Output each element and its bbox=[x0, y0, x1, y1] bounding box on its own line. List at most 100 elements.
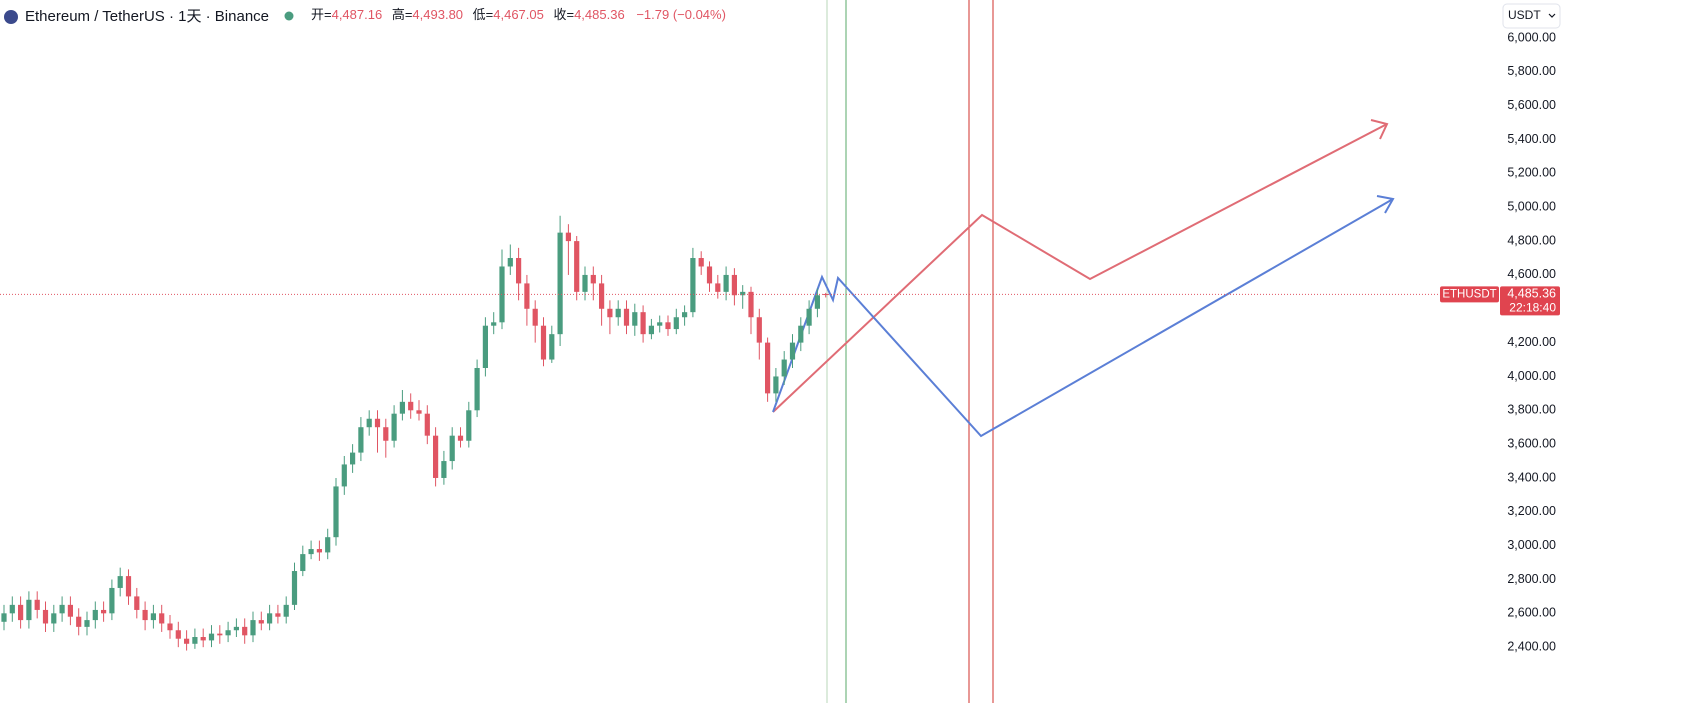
chevron bbox=[1548, 13, 1556, 18]
y-tick-label: 3,800.00 bbox=[1507, 403, 1556, 417]
candle-body bbox=[358, 427, 364, 453]
candle-body bbox=[682, 312, 688, 318]
ohlc-header: 开=4,487.16 高=4,493.80 低=4,467.05 收=4,485… bbox=[311, 7, 726, 22]
candle-body bbox=[441, 461, 447, 478]
y-tick-label: 5,600.00 bbox=[1507, 98, 1556, 112]
candle-body bbox=[466, 410, 472, 441]
candle-body bbox=[607, 308, 613, 318]
candle-body bbox=[740, 291, 746, 296]
candle-body bbox=[1, 613, 7, 622]
candle-body bbox=[599, 283, 605, 309]
y-tick-label: 3,200.00 bbox=[1507, 504, 1556, 518]
candle-body bbox=[225, 630, 231, 636]
candle-body bbox=[67, 604, 73, 617]
candle-body bbox=[449, 435, 455, 462]
candle-body bbox=[507, 258, 513, 267]
arrow-head bbox=[1376, 195, 1395, 214]
y-tick-label: 4,200.00 bbox=[1507, 335, 1556, 349]
candle-body bbox=[350, 452, 356, 465]
price-tag bbox=[1500, 286, 1560, 316]
candle-body bbox=[491, 322, 497, 326]
y-tick-label: 3,400.00 bbox=[1507, 470, 1556, 484]
y-tick-label: 3,000.00 bbox=[1507, 538, 1556, 552]
candle-body bbox=[300, 554, 306, 572]
candle-body bbox=[424, 413, 430, 436]
candle-body bbox=[574, 241, 580, 292]
status-dot bbox=[284, 11, 294, 21]
candle-body bbox=[590, 274, 596, 284]
candle-body bbox=[333, 486, 339, 538]
y-tick-label: 3,600.00 bbox=[1507, 436, 1556, 450]
y-tick-label: 4,800.00 bbox=[1507, 233, 1556, 247]
candle-body bbox=[673, 317, 679, 330]
candle-body bbox=[582, 274, 588, 292]
candle-body bbox=[109, 587, 115, 614]
candle-body bbox=[557, 232, 563, 335]
candle-body bbox=[457, 435, 464, 441]
y-tick-label: 5,000.00 bbox=[1507, 200, 1556, 214]
arrow-head bbox=[1370, 119, 1389, 140]
candle-body bbox=[565, 232, 571, 242]
candle-body bbox=[540, 325, 547, 360]
candle-body bbox=[474, 367, 480, 411]
candle-body bbox=[34, 599, 40, 610]
coin-icon bbox=[4, 10, 18, 24]
y-tick-label: 4,600.00 bbox=[1507, 267, 1556, 281]
projection-path bbox=[772, 198, 1394, 438]
candle-body bbox=[706, 266, 713, 284]
candle-body bbox=[150, 613, 156, 621]
candle-body bbox=[416, 410, 422, 414]
candle-body bbox=[615, 308, 621, 318]
candle-body bbox=[632, 312, 638, 326]
candle-body bbox=[101, 609, 107, 614]
candle-body bbox=[748, 291, 754, 318]
candle-body bbox=[773, 376, 779, 394]
currency-dropdown[interactable] bbox=[1502, 3, 1561, 29]
candle-body bbox=[208, 633, 215, 641]
y-tick-label: 4,000.00 bbox=[1507, 369, 1556, 383]
candle-body bbox=[26, 599, 32, 621]
candle-body bbox=[325, 537, 331, 553]
candle-body bbox=[267, 613, 273, 624]
candle-body bbox=[665, 322, 671, 330]
candle-body bbox=[316, 549, 322, 553]
candle-body bbox=[59, 604, 65, 614]
candle-body bbox=[250, 620, 256, 636]
symbol-tag bbox=[1440, 286, 1499, 303]
candle-body bbox=[482, 325, 488, 368]
candle-body bbox=[51, 613, 57, 624]
candle-body bbox=[84, 620, 90, 627]
countdown-label: 22:18:40 bbox=[1509, 301, 1556, 315]
candle-body bbox=[76, 616, 82, 627]
candle-body bbox=[399, 401, 405, 414]
candle-body bbox=[341, 464, 347, 487]
symbol-label: ETHUSDT bbox=[1442, 288, 1496, 300]
candle-body bbox=[18, 604, 24, 621]
candle-body bbox=[640, 312, 646, 335]
candle-body bbox=[715, 283, 721, 292]
high-label: 高= bbox=[392, 7, 413, 22]
open-label: 开= bbox=[311, 7, 332, 22]
candle-body bbox=[648, 325, 654, 335]
candle-body bbox=[167, 623, 173, 631]
candle-body bbox=[408, 401, 414, 411]
open-value: 4,487.16 bbox=[332, 7, 383, 22]
close-label: 收= bbox=[553, 7, 574, 22]
candle-body bbox=[117, 576, 123, 588]
candle-body bbox=[765, 342, 771, 394]
high-value: 4,493.80 bbox=[412, 7, 463, 22]
candle-body bbox=[798, 325, 804, 343]
candle-body bbox=[200, 637, 206, 641]
candle-body bbox=[233, 626, 239, 631]
candle-body bbox=[142, 609, 148, 621]
candle-body bbox=[756, 317, 762, 343]
candle-body bbox=[217, 633, 223, 636]
candle-body bbox=[242, 626, 248, 636]
candle-body bbox=[9, 604, 15, 614]
candle-body bbox=[275, 613, 281, 617]
candle-body bbox=[374, 418, 381, 428]
chart-title: Ethereum / TetherUS · 1天 · Binance bbox=[25, 8, 269, 25]
price-label: 4,485.36 bbox=[1507, 287, 1556, 301]
